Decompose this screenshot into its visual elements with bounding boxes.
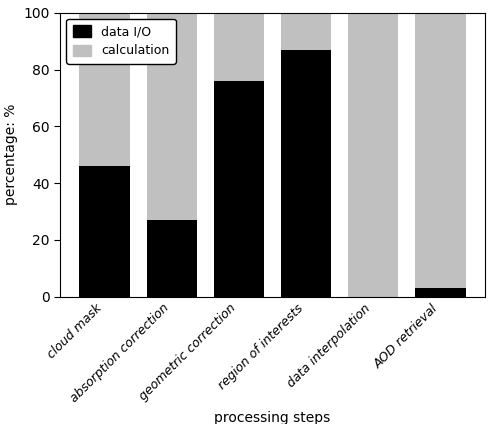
- Bar: [348, 13, 399, 297]
- Bar: [80, 166, 130, 297]
- Bar: [416, 288, 466, 297]
- Bar: [146, 220, 197, 297]
- Bar: [281, 50, 332, 297]
- Legend: data I/O, calculation: data I/O, calculation: [66, 19, 176, 64]
- Bar: [214, 13, 264, 81]
- Bar: [214, 81, 264, 297]
- Y-axis label: percentage: %: percentage: %: [4, 104, 18, 206]
- Bar: [281, 13, 332, 50]
- Bar: [416, 13, 466, 288]
- Bar: [80, 13, 130, 166]
- Bar: [146, 13, 197, 220]
- X-axis label: processing steps: processing steps: [214, 411, 330, 424]
